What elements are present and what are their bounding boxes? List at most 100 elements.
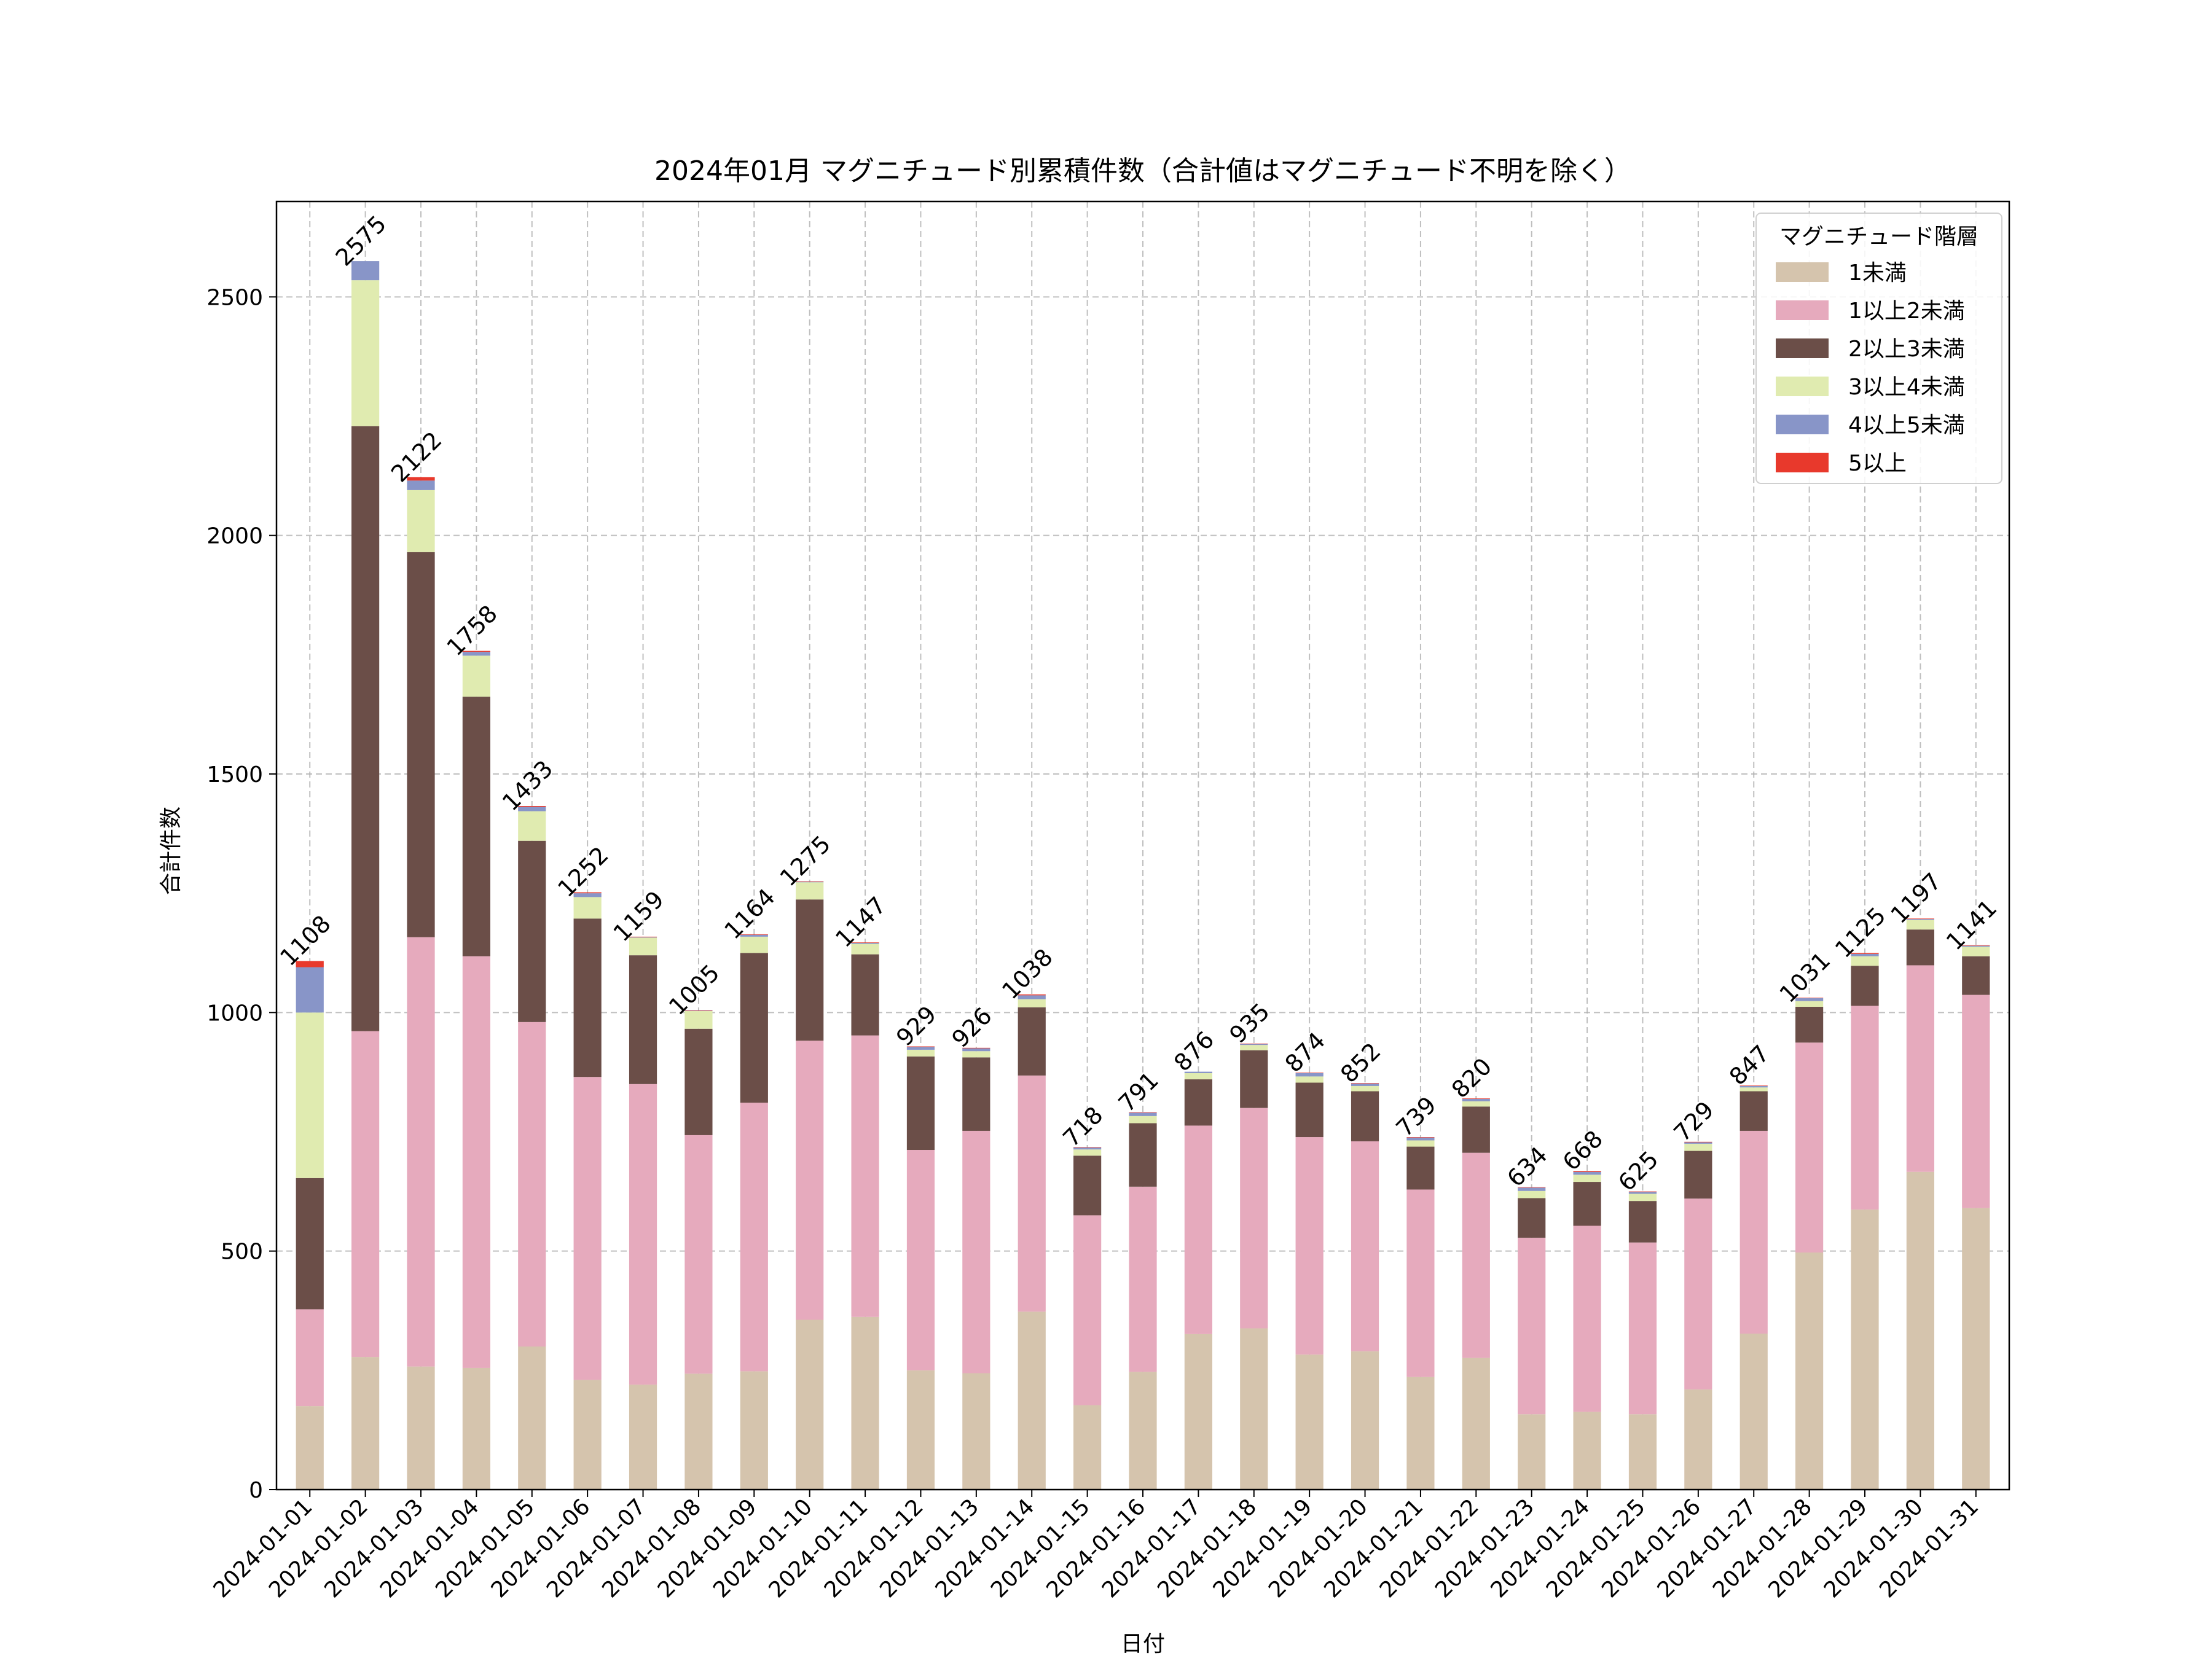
bar-segment [1351, 1141, 1379, 1351]
bar-segment [796, 1319, 824, 1490]
bar-segment [1129, 1112, 1157, 1113]
bar-segment [1406, 1137, 1435, 1141]
bar-segment [1240, 1050, 1268, 1108]
bar-segment [296, 961, 324, 967]
bar-segment [1518, 1414, 1546, 1490]
legend-label: 1以上2未満 [1848, 299, 1965, 324]
bar-segment [1351, 1091, 1379, 1142]
bar-segment [1851, 966, 1879, 1006]
bar-segment [518, 811, 546, 841]
bar-segment [351, 1031, 380, 1358]
plot-frame [275, 200, 2010, 1491]
bar-segment [1518, 1187, 1546, 1188]
bar-segment [962, 1048, 990, 1052]
bar-segment [1684, 1198, 1712, 1389]
bar-segment [1906, 1171, 1934, 1490]
bar-segment [1573, 1412, 1601, 1490]
bar-segment [796, 899, 824, 1041]
bar-segment [1073, 1215, 1102, 1405]
bar-segment [1962, 945, 1990, 947]
bar-segment [518, 840, 546, 1022]
bar-segment [1184, 1125, 1212, 1334]
bar-segment [740, 934, 768, 935]
bar-segment [351, 280, 380, 426]
bar-segment [1406, 1189, 1435, 1377]
bar-segment [573, 897, 602, 919]
bar-segment [407, 937, 435, 1367]
bar-segment [1851, 1006, 1879, 1210]
bar-segment [1851, 1210, 1879, 1490]
bar-segment [1684, 1143, 1712, 1151]
bar-segment [1795, 1007, 1824, 1043]
bar-segment [462, 1367, 490, 1490]
legend-title: マグニチュード階層 [1779, 224, 1979, 249]
bar-segment [1184, 1073, 1212, 1080]
y-axis-label: 合計件数 [159, 807, 184, 895]
bar-segment [1406, 1140, 1435, 1147]
bar-segment [1018, 1075, 1046, 1312]
legend-swatch [1776, 338, 1829, 358]
bar-segment [1073, 1405, 1102, 1490]
bar-segment [1184, 1071, 1212, 1073]
legend-swatch [1776, 262, 1829, 282]
bar-segment [1628, 1242, 1657, 1415]
legend-swatch [1776, 300, 1829, 320]
bar-segment [906, 1047, 935, 1050]
bar-segment [1462, 1358, 1490, 1490]
bar-segment [1518, 1237, 1546, 1415]
bar-segment [1018, 999, 1046, 1007]
bar-segment [1073, 1155, 1102, 1216]
bar-segment [1906, 929, 1934, 966]
bar-segment [1462, 1098, 1490, 1099]
bar-segment [1962, 995, 1990, 1208]
bar-segment [1462, 1152, 1490, 1358]
bar-segment [1795, 998, 1824, 1001]
bar-segment [296, 1012, 324, 1178]
y-tick-label: 1500 [206, 762, 263, 788]
bar-segment [518, 807, 546, 811]
bar-segment [1739, 1085, 1768, 1088]
bar-segment [684, 1011, 713, 1029]
bar-segment [684, 1135, 713, 1374]
bar-segment [1739, 1091, 1768, 1131]
bar-segment [462, 652, 490, 656]
bar-segment [1240, 1045, 1268, 1050]
bar-segment [1295, 1137, 1324, 1355]
bar-segment [1628, 1192, 1657, 1194]
bar-segment [962, 1047, 990, 1049]
bar-segment [1129, 1116, 1157, 1124]
bar-segment [629, 1084, 657, 1385]
bar-segment [1240, 1044, 1268, 1045]
bar-segment [518, 1346, 546, 1490]
bar-segment [1795, 1001, 1824, 1007]
y-tick-label: 2000 [206, 524, 263, 549]
bar-segment [906, 1049, 935, 1057]
bar-segment [796, 881, 824, 883]
bar-segment [1906, 920, 1934, 930]
bar-segment [1351, 1351, 1379, 1490]
bar-segment [573, 893, 602, 897]
y-tick-label: 0 [249, 1478, 263, 1503]
bar-segment [296, 1309, 324, 1407]
bar-segment [796, 1041, 824, 1320]
bar-segment [407, 480, 435, 490]
bar-segment [851, 942, 879, 943]
bar-segment [1684, 1141, 1712, 1143]
legend-label: 1未満 [1848, 260, 1907, 286]
bar-segment [1906, 919, 1934, 920]
bar-segment [1073, 1147, 1102, 1150]
bar-segment [1351, 1083, 1379, 1084]
legend-swatch [1776, 377, 1829, 396]
bar-segment [1573, 1171, 1601, 1175]
bar-segment [1851, 956, 1879, 966]
y-tick-label: 500 [221, 1240, 263, 1265]
bar-segment [1851, 953, 1879, 956]
bar-segment [1739, 1334, 1768, 1490]
bar-segment [1295, 1073, 1324, 1077]
bar-segment [1739, 1130, 1768, 1334]
bar-segment [906, 1370, 935, 1490]
bar-segment [1295, 1354, 1324, 1490]
bar-segment [518, 806, 546, 807]
y-tick-label: 1000 [206, 1001, 263, 1026]
